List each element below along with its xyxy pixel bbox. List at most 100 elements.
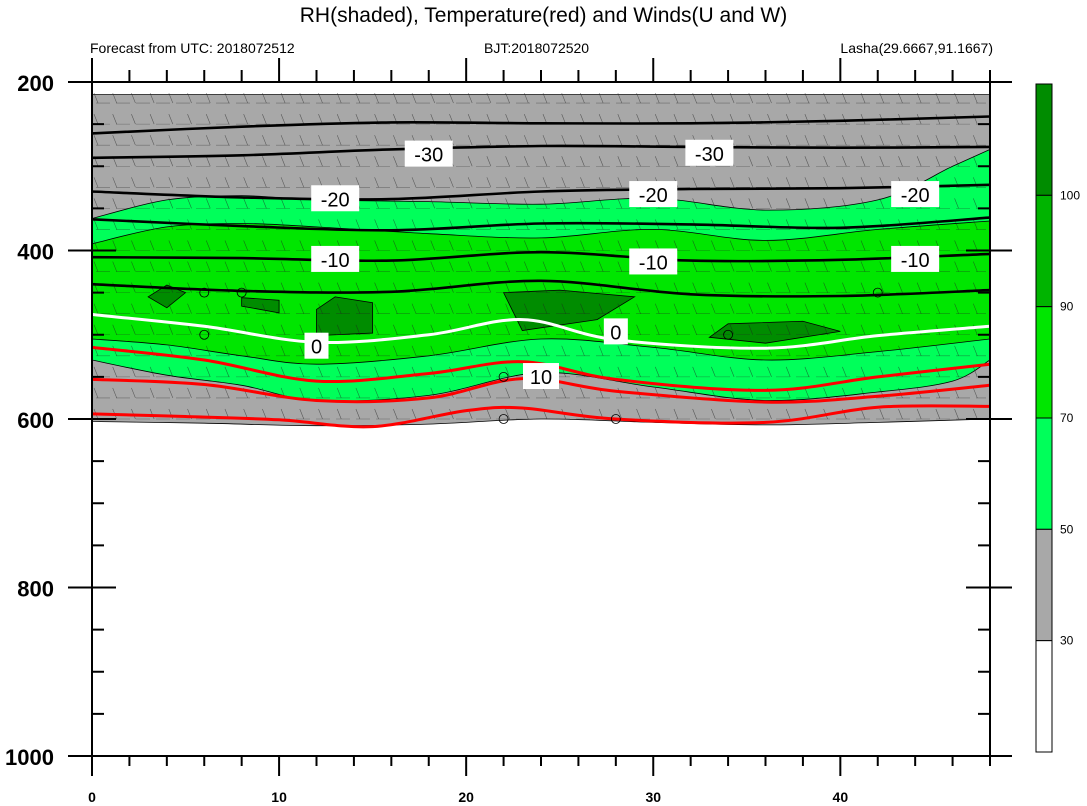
wind-barb-tick: [149, 198, 155, 209]
x-tick-label: 40: [833, 789, 849, 805]
wind-barb-tick: [916, 345, 922, 356]
wind-barb-tick: [748, 240, 754, 251]
wind-barb-tick: [149, 177, 155, 188]
contour-label: -20: [639, 185, 668, 207]
wind-barb-tick: [654, 345, 660, 356]
wind-barb-tick: [411, 324, 417, 335]
wind-barb-tick: [187, 156, 192, 167]
wind-barb-tick: [411, 92, 417, 104]
wind-barb-tick: [172, 82, 173, 83]
wind-barb-tick: [205, 303, 211, 314]
wind-barb-tick: [224, 387, 230, 399]
contour-label: -10: [901, 250, 930, 272]
wind-barb-tick: [374, 387, 379, 399]
wind-barb-tick: [542, 261, 548, 272]
contour-label-box: [629, 181, 678, 208]
wind-barb-tick: [467, 177, 473, 188]
wind-barb-tick: [318, 282, 323, 293]
wind-barb-tick: [654, 92, 660, 104]
wind-barb-tick: [729, 408, 735, 420]
wind-barb-tick: [916, 92, 922, 104]
wind-barb-tick: [205, 135, 211, 146]
isotherm-1: [92, 144, 990, 160]
calm-wind-marker: [610, 414, 621, 424]
wind-barb-tick: [692, 92, 697, 104]
wind-barb-tick: [636, 156, 641, 167]
wind-barb-tick: [262, 240, 267, 251]
wind-barb-tick: [411, 408, 417, 420]
wind-barb-tick: [168, 135, 174, 146]
wind-barb-tick: [131, 324, 136, 335]
wind-barb-tick: [954, 156, 959, 167]
wind-barb-tick: [561, 156, 566, 167]
wind-barb-tick: [973, 387, 978, 399]
wind-barb-tick: [393, 366, 398, 377]
wind-barb-tick: [935, 156, 941, 167]
wind-barb-tick: [804, 345, 810, 356]
wind-barb-tick: [318, 408, 323, 420]
wind-barb-tick: [842, 135, 847, 146]
wind-barb-tick: [785, 303, 791, 314]
wind-barb-tick: [486, 177, 492, 188]
wind-barb-tick: [654, 366, 660, 377]
wind-barb-tick: [785, 282, 791, 293]
wind-barb-tick: [842, 114, 847, 125]
wind-barb-tick: [205, 92, 211, 104]
wind-barb-tick: [561, 198, 566, 209]
wind-barb-tick: [93, 92, 99, 104]
wind-barb-tick: [486, 366, 492, 377]
wind-barb-tick: [505, 177, 510, 188]
wind-barb-tick: [785, 92, 791, 104]
wind-barb-tick: [205, 345, 211, 356]
wind-barb-tick: [692, 387, 697, 399]
contour-label-box: [603, 318, 628, 345]
wind-barb-tick: [823, 261, 828, 272]
wind-barb-tick: [505, 261, 510, 272]
contour-label-box: [629, 248, 678, 275]
wind-barb-tick: [168, 366, 174, 377]
contour-label-box: [311, 185, 360, 212]
wind-barb-tick: [205, 366, 211, 377]
wind-barb-tick: [336, 135, 342, 146]
wind-barb-tick: [393, 156, 398, 167]
wind-barb-tick: [598, 135, 604, 146]
wind-barb-tick: [954, 345, 959, 356]
wind-barb-tick: [168, 303, 174, 314]
wind-barb-tick: [958, 82, 959, 83]
wind-barb-tick: [336, 408, 342, 420]
wind-barb-tick: [93, 240, 99, 251]
wind-barb-tick: [153, 82, 155, 83]
wind-barb-tick: [205, 156, 211, 167]
wind-barb-tick: [767, 261, 772, 272]
wind-barb-tick: [823, 135, 828, 146]
wind-barb-tick: [842, 198, 847, 209]
wind-barb-tick: [748, 282, 754, 293]
contour-label-box: [404, 140, 453, 167]
isotherm-9: [92, 404, 990, 429]
wind-barb-tick: [243, 219, 248, 230]
wind-barb-tick: [205, 198, 211, 209]
wind-barb-tick: [542, 240, 548, 251]
wind-barb-tick: [393, 303, 398, 314]
wind-barb-tick: [336, 282, 342, 293]
wind-barb-tick: [785, 408, 791, 420]
isotherm-5: [92, 279, 990, 298]
wind-barb-tick: [187, 114, 192, 125]
wind-barb-tick: [280, 177, 286, 188]
wind-barb-tick: [804, 261, 810, 272]
wind-barb-tick: [355, 92, 361, 104]
contour-label-box: [311, 245, 360, 272]
wind-barb-tick: [336, 324, 342, 335]
contour-label: -20: [901, 185, 930, 207]
wind-barb-tick: [131, 177, 136, 188]
wind-barb-tick: [187, 366, 192, 377]
wind-barb-tick: [430, 198, 436, 209]
wind-barb-tick: [617, 408, 623, 420]
wind-barb-tick: [393, 240, 398, 251]
wind-barb-tick: [93, 114, 99, 125]
wind-barb-tick: [318, 92, 323, 104]
wind-barb-tick: [598, 366, 604, 377]
wind-barb-tick: [673, 366, 679, 377]
wind-barb-tick: [243, 261, 248, 272]
wind-barb-tick: [243, 114, 248, 125]
